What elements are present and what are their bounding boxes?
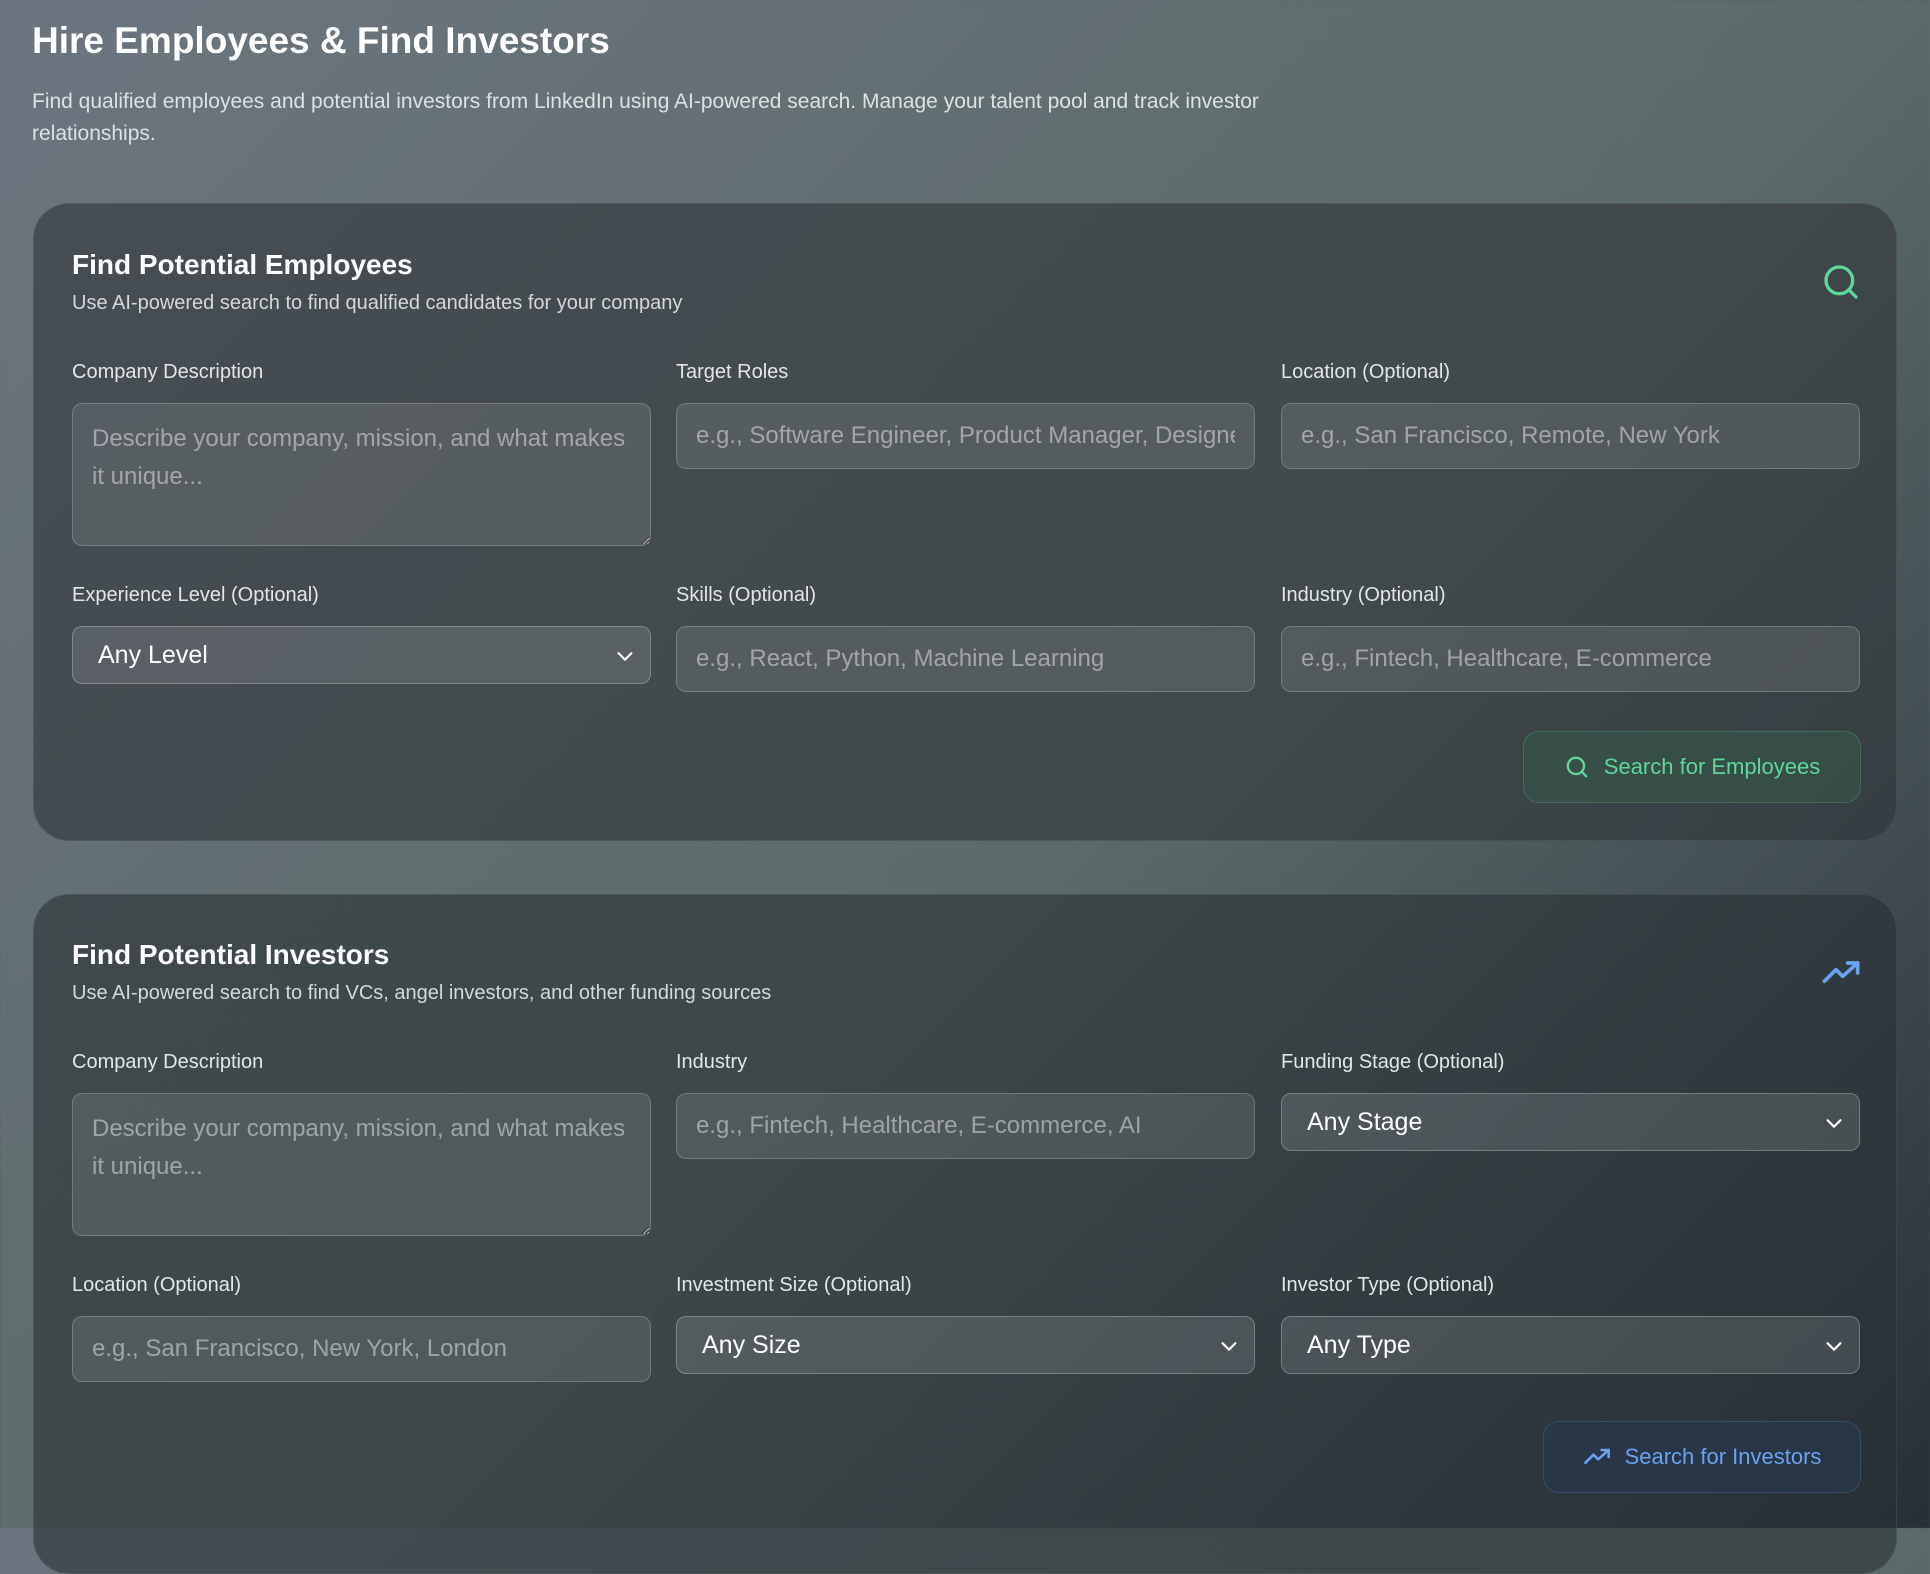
trending-up-icon [1583,1448,1610,1465]
investment-size-select[interactable]: Any Size [676,1316,1255,1374]
investor-type-select[interactable]: Any Type [1281,1316,1860,1374]
funding-stage-value: Any Stage [1307,1107,1423,1136]
chevron-down-icon [1221,1342,1237,1351]
employees-location-input[interactable] [1281,403,1860,469]
employees-company-description-label: Company Description [72,361,264,383]
funding-stage-label: Funding Stage (Optional) [1281,1051,1505,1073]
experience-level-value: Any Level [98,640,208,669]
trending-up-icon [1821,953,1861,998]
search-icon [1821,262,1861,307]
search-employees-button-label: Search for Employees [1603,754,1821,779]
investors-industry-input[interactable] [676,1093,1255,1159]
search-icon [1566,756,1588,778]
experience-level-select[interactable]: Any Level [72,626,651,684]
investment-size-value: Any Size [702,1330,801,1359]
chevron-down-icon [617,652,633,661]
investors-company-description-label: Company Description [72,1051,264,1073]
investors-card-title: Find Potential Investors [72,939,390,970]
chevron-down-icon [1826,1342,1842,1351]
employees-industry-label: Industry (Optional) [1281,584,1446,606]
skills-input[interactable] [676,626,1255,692]
search-investors-button-label: Search for Investors [1624,1444,1822,1469]
target-roles-input[interactable] [676,403,1255,469]
page-subtitle: Find qualified employees and potential i… [32,90,1259,145]
search-investors-button[interactable]: Search for Investors [1543,1421,1861,1493]
investors-location-label: Location (Optional) [72,1274,241,1296]
investors-industry-label: Industry [676,1051,748,1073]
experience-level-label: Experience Level (Optional) [72,584,319,606]
investors-company-description-input[interactable] [72,1093,651,1236]
employees-location-label: Location (Optional) [1281,361,1450,383]
employees-card-title: Find Potential Employees [72,249,413,280]
investor-type-label: Investor Type (Optional) [1281,1274,1495,1296]
funding-stage-select[interactable]: Any Stage [1281,1093,1860,1151]
search-employees-button[interactable]: Search for Employees [1523,731,1861,803]
employees-card-description: Use AI-powered search to find qualified … [72,292,683,314]
employees-card: Find Potential Employees Use AI-powered … [33,203,1897,841]
investors-location-input[interactable] [72,1316,651,1382]
page-title: Hire Employees & Find Investors [32,20,610,61]
investors-card-description: Use AI-powered search to find VCs, angel… [72,982,772,1004]
employees-industry-input[interactable] [1281,626,1860,692]
skills-label: Skills (Optional) [676,584,817,606]
chevron-down-icon [1826,1119,1842,1128]
investment-size-label: Investment Size (Optional) [676,1274,912,1296]
target-roles-label: Target Roles [676,361,789,383]
employees-company-description-input[interactable] [72,403,651,546]
investors-card: Find Potential Investors Use AI-powered … [33,894,1897,1574]
investor-type-value: Any Type [1307,1330,1411,1359]
